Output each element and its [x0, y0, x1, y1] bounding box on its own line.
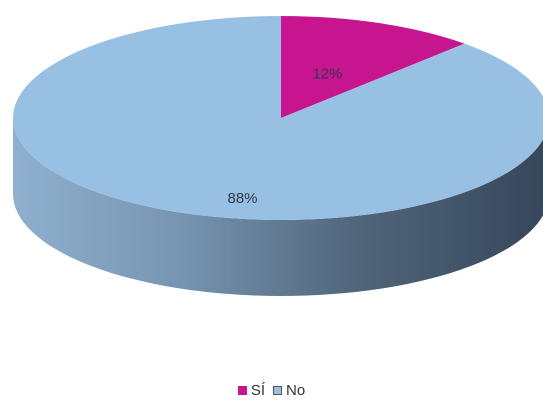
pie-slice-no — [13, 16, 543, 220]
slice-label-no: 88% — [228, 190, 258, 207]
slice-label-si: 12% — [312, 65, 342, 82]
legend-item-si: SÍ — [237, 382, 265, 399]
legend-swatch-no — [273, 386, 282, 395]
legend-label-no: No — [286, 382, 306, 399]
legend-swatch-si — [237, 386, 247, 395]
legend: SÍ No — [0, 382, 543, 399]
pie-chart: 12% 88% — [13, 16, 543, 296]
legend-label-si: SÍ — [250, 382, 265, 399]
legend-item-no: No — [273, 382, 305, 399]
pie-slice-si — [281, 16, 465, 118]
pie-side — [13, 118, 543, 296]
